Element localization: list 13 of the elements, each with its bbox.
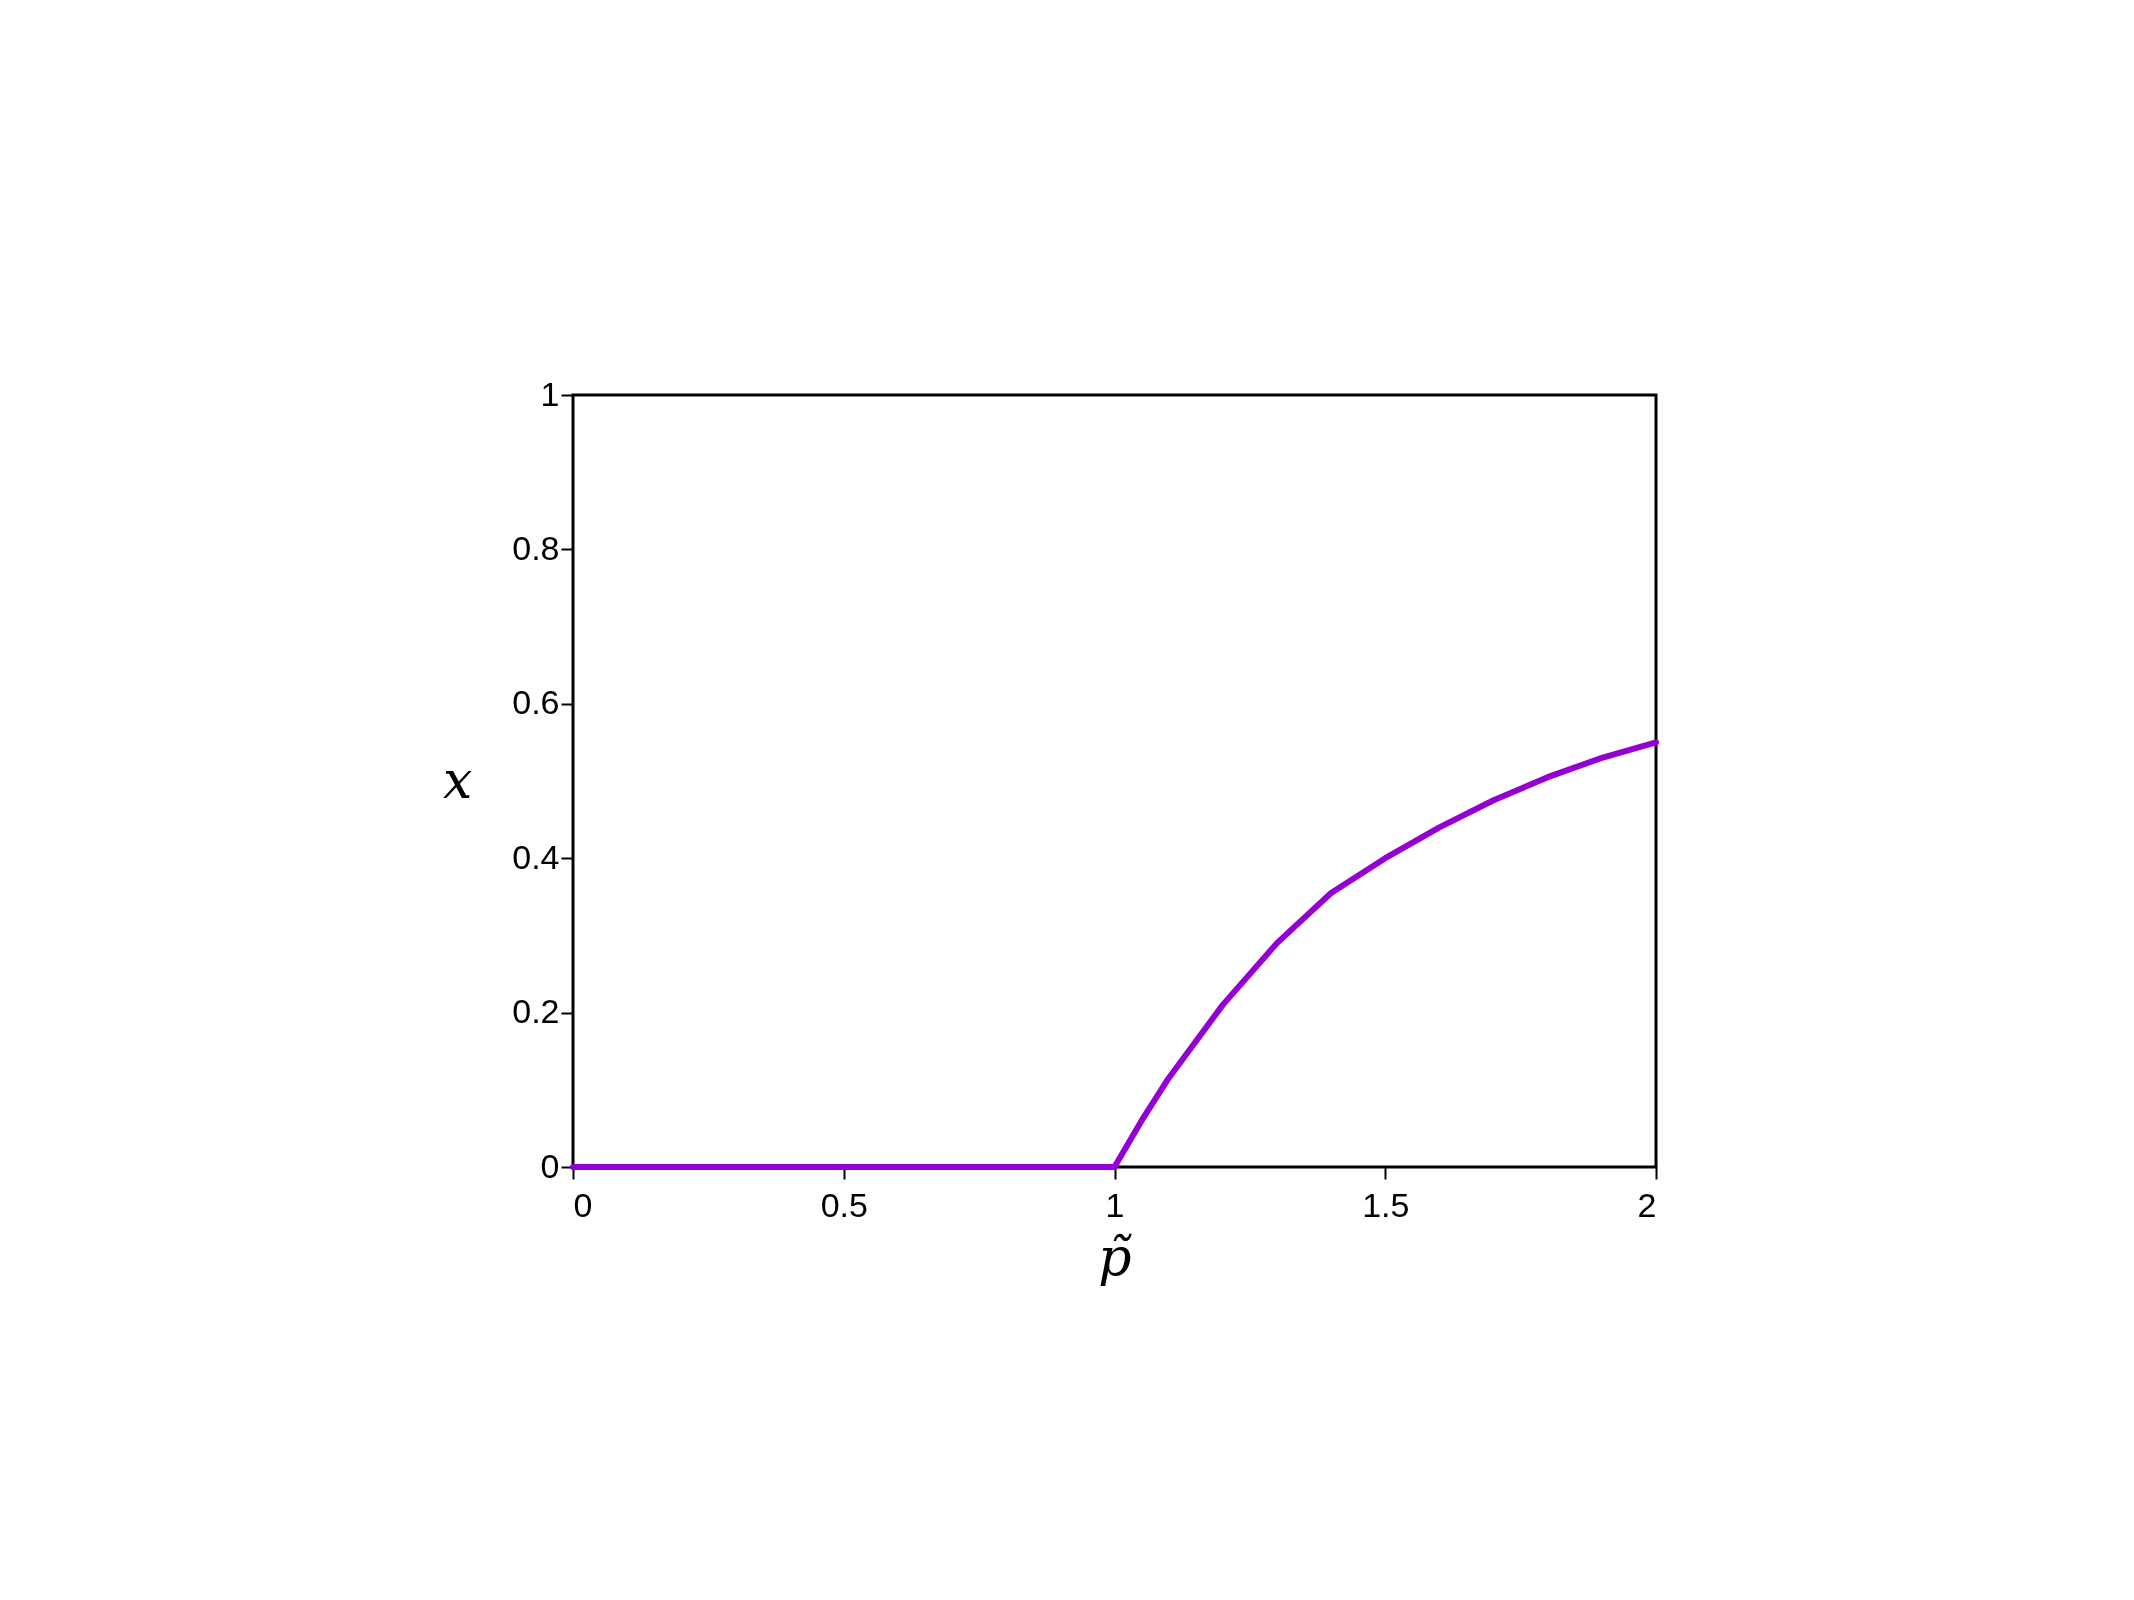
x-axis-title: p̃ xyxy=(1098,1226,1133,1287)
x-tick-label: 0 xyxy=(573,1185,593,1224)
y-tick-label: 0.4 xyxy=(512,837,560,876)
y-tick-label: 0.6 xyxy=(512,683,560,722)
y-tick-label: 0.8 xyxy=(512,528,560,567)
y-tick-label: 1 xyxy=(540,374,560,413)
x-tick-label: 1 xyxy=(1105,1185,1125,1224)
x-tick-label: 0.5 xyxy=(820,1185,868,1224)
y-tick-label: 0 xyxy=(540,1146,560,1185)
y-axis-title: x xyxy=(442,749,473,810)
y-tick-label: 0.2 xyxy=(512,992,560,1031)
x-tick-label: 1.5 xyxy=(1362,1185,1410,1224)
x-tick-label: 2 xyxy=(1637,1185,1657,1224)
